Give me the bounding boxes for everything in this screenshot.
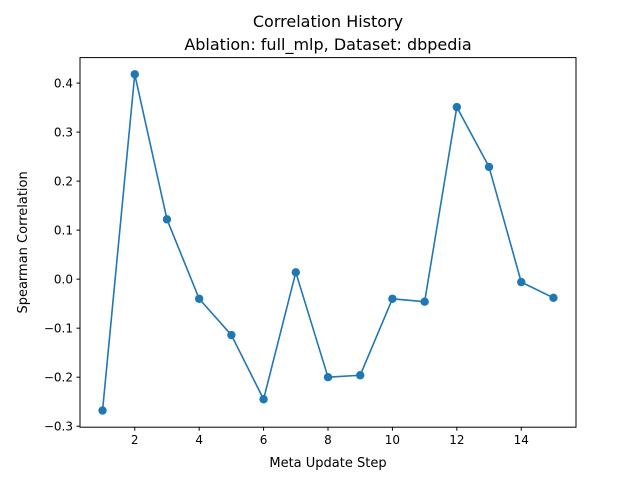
- data-point: [452, 102, 462, 112]
- chart-title: Correlation History: [253, 12, 403, 31]
- x-axis-label: Meta Update Step: [269, 456, 386, 471]
- data-point: [162, 215, 172, 224]
- series-layer: [98, 70, 558, 415]
- x-tick-label: 12: [449, 433, 464, 447]
- y-tick-label: 0.4: [54, 76, 73, 90]
- data-point: [484, 162, 494, 172]
- data-point: [194, 294, 204, 303]
- data-point: [130, 70, 139, 79]
- x-axis-ticks: 2 4 6 8 10 12 14: [131, 427, 529, 447]
- data-point: [227, 330, 236, 340]
- y-tick-label: 0.0: [54, 272, 73, 286]
- y-tick-label: −0.2: [44, 371, 73, 385]
- y-tick-label: −0.3: [44, 420, 73, 434]
- y-tick-label: 0.1: [54, 223, 73, 237]
- x-tick-label: 6: [260, 433, 268, 447]
- data-point: [356, 371, 365, 380]
- data-point: [517, 277, 526, 287]
- y-tick-label: 0.2: [54, 174, 73, 188]
- x-tick-label: 8: [324, 433, 332, 447]
- chart-subtitle: Ablation: full_mlp, Dataset: dbpedia: [184, 35, 471, 55]
- x-tick-label: 4: [195, 433, 203, 447]
- plot-area: 2 4 6 8 10 12 14 −0.3 −0.2 −0.1 0.0 0.1 0.2 0.3 0.4: [44, 57, 577, 447]
- y-axis-label: Spearman Correlation: [16, 171, 31, 313]
- x-tick-label: 14: [514, 433, 529, 447]
- data-point: [259, 395, 268, 404]
- data-point: [388, 294, 397, 303]
- x-tick-label: 10: [385, 433, 400, 447]
- x-tick-label: 2: [131, 433, 139, 447]
- data-point: [291, 268, 300, 277]
- data-point: [98, 406, 107, 415]
- y-axis-ticks: −0.3 −0.2 −0.1 0.0 0.1 0.2 0.3 0.4: [44, 76, 80, 434]
- data-point: [549, 293, 558, 302]
- y-tick-label: 0.3: [54, 125, 73, 139]
- data-point: [420, 297, 429, 306]
- y-tick-label: −0.1: [44, 321, 73, 335]
- data-point: [323, 373, 333, 382]
